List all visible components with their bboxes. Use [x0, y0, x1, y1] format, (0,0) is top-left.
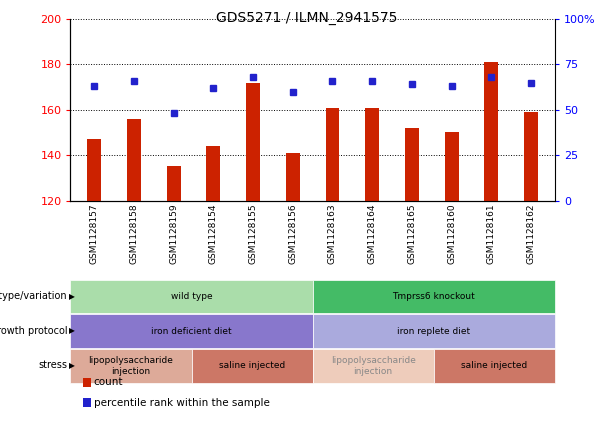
Bar: [365, 107, 379, 201]
Text: iron deficient diet: iron deficient diet: [151, 327, 232, 336]
Text: ▶: ▶: [69, 361, 75, 370]
Text: lipopolysaccharide
injection: lipopolysaccharide injection: [89, 356, 173, 376]
Bar: [326, 107, 340, 201]
Text: percentile rank within the sample: percentile rank within the sample: [94, 398, 270, 408]
Bar: [127, 119, 141, 201]
Bar: [246, 82, 260, 201]
Text: ▶: ▶: [69, 326, 75, 335]
Text: stress: stress: [39, 360, 67, 371]
Text: iron replete diet: iron replete diet: [397, 327, 470, 336]
Bar: [88, 139, 101, 201]
Text: lipopolysaccharide
injection: lipopolysaccharide injection: [331, 356, 416, 376]
Text: Tmprss6 knockout: Tmprss6 knockout: [392, 292, 475, 301]
Text: ▶: ▶: [69, 291, 75, 301]
Bar: [207, 146, 220, 201]
Text: count: count: [94, 377, 123, 387]
Text: GDS5271 / ILMN_2941575: GDS5271 / ILMN_2941575: [216, 11, 397, 25]
Bar: [484, 62, 498, 201]
Bar: [405, 128, 419, 201]
Bar: [444, 132, 459, 201]
Bar: [524, 112, 538, 201]
Text: saline injected: saline injected: [461, 362, 527, 371]
Text: wild type: wild type: [171, 292, 212, 301]
Text: growth protocol: growth protocol: [0, 326, 67, 336]
Bar: [286, 153, 300, 201]
Text: saline injected: saline injected: [219, 362, 285, 371]
Text: genotype/variation: genotype/variation: [0, 291, 67, 301]
Bar: [167, 167, 181, 201]
